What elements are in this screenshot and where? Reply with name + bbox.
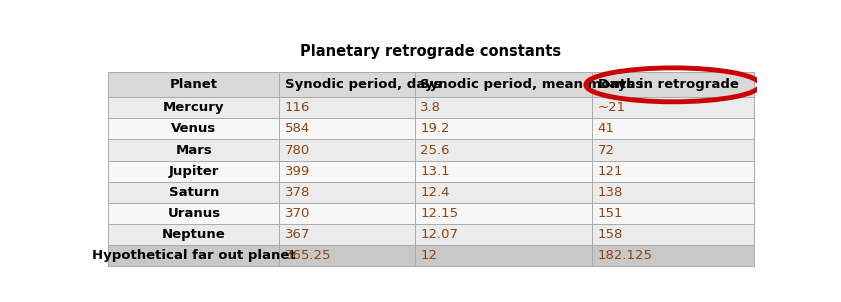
Text: Synodic period, mean months: Synodic period, mean months bbox=[420, 78, 643, 91]
Bar bbox=[108, 98, 754, 118]
Text: 12.07: 12.07 bbox=[420, 228, 458, 241]
Text: 19.2: 19.2 bbox=[420, 123, 450, 136]
Text: 158: 158 bbox=[598, 228, 623, 241]
Text: Uranus: Uranus bbox=[167, 207, 220, 220]
Bar bbox=[108, 245, 754, 266]
Text: 121: 121 bbox=[598, 165, 623, 178]
Text: ~21: ~21 bbox=[598, 101, 626, 114]
Text: 12: 12 bbox=[420, 249, 437, 262]
Text: 13.1: 13.1 bbox=[420, 165, 450, 178]
Text: 378: 378 bbox=[284, 186, 310, 199]
Bar bbox=[108, 182, 754, 203]
Text: 151: 151 bbox=[598, 207, 623, 220]
Text: 365.25: 365.25 bbox=[284, 249, 331, 262]
Text: 399: 399 bbox=[284, 165, 309, 178]
Text: 182.125: 182.125 bbox=[598, 249, 653, 262]
Text: 25.6: 25.6 bbox=[420, 143, 450, 156]
Text: 72: 72 bbox=[598, 143, 615, 156]
Text: 41: 41 bbox=[598, 123, 615, 136]
Text: 3.8: 3.8 bbox=[420, 101, 441, 114]
Text: Saturn: Saturn bbox=[169, 186, 219, 199]
Text: 12.4: 12.4 bbox=[420, 186, 450, 199]
Bar bbox=[108, 161, 754, 182]
Bar bbox=[108, 72, 754, 98]
Text: 584: 584 bbox=[284, 123, 309, 136]
Text: 367: 367 bbox=[284, 228, 310, 241]
Bar bbox=[108, 140, 754, 161]
Text: 116: 116 bbox=[284, 101, 310, 114]
Text: Venus: Venus bbox=[172, 123, 216, 136]
Text: 138: 138 bbox=[598, 186, 623, 199]
Text: Mars: Mars bbox=[176, 143, 212, 156]
Text: 12.15: 12.15 bbox=[420, 207, 458, 220]
Text: Hypothetical far out planet: Hypothetical far out planet bbox=[92, 249, 296, 262]
Text: Jupiter: Jupiter bbox=[169, 165, 219, 178]
Text: Neptune: Neptune bbox=[162, 228, 225, 241]
Text: Synodic period, days: Synodic period, days bbox=[284, 78, 441, 91]
Text: Planet: Planet bbox=[170, 78, 218, 91]
Bar bbox=[108, 203, 754, 224]
Bar bbox=[108, 224, 754, 245]
Text: Days in retrograde: Days in retrograde bbox=[598, 78, 738, 91]
Text: 370: 370 bbox=[284, 207, 310, 220]
Text: 780: 780 bbox=[284, 143, 309, 156]
Bar bbox=[108, 118, 754, 140]
Text: Mercury: Mercury bbox=[163, 101, 225, 114]
Text: Planetary retrograde constants: Planetary retrograde constants bbox=[300, 44, 562, 59]
